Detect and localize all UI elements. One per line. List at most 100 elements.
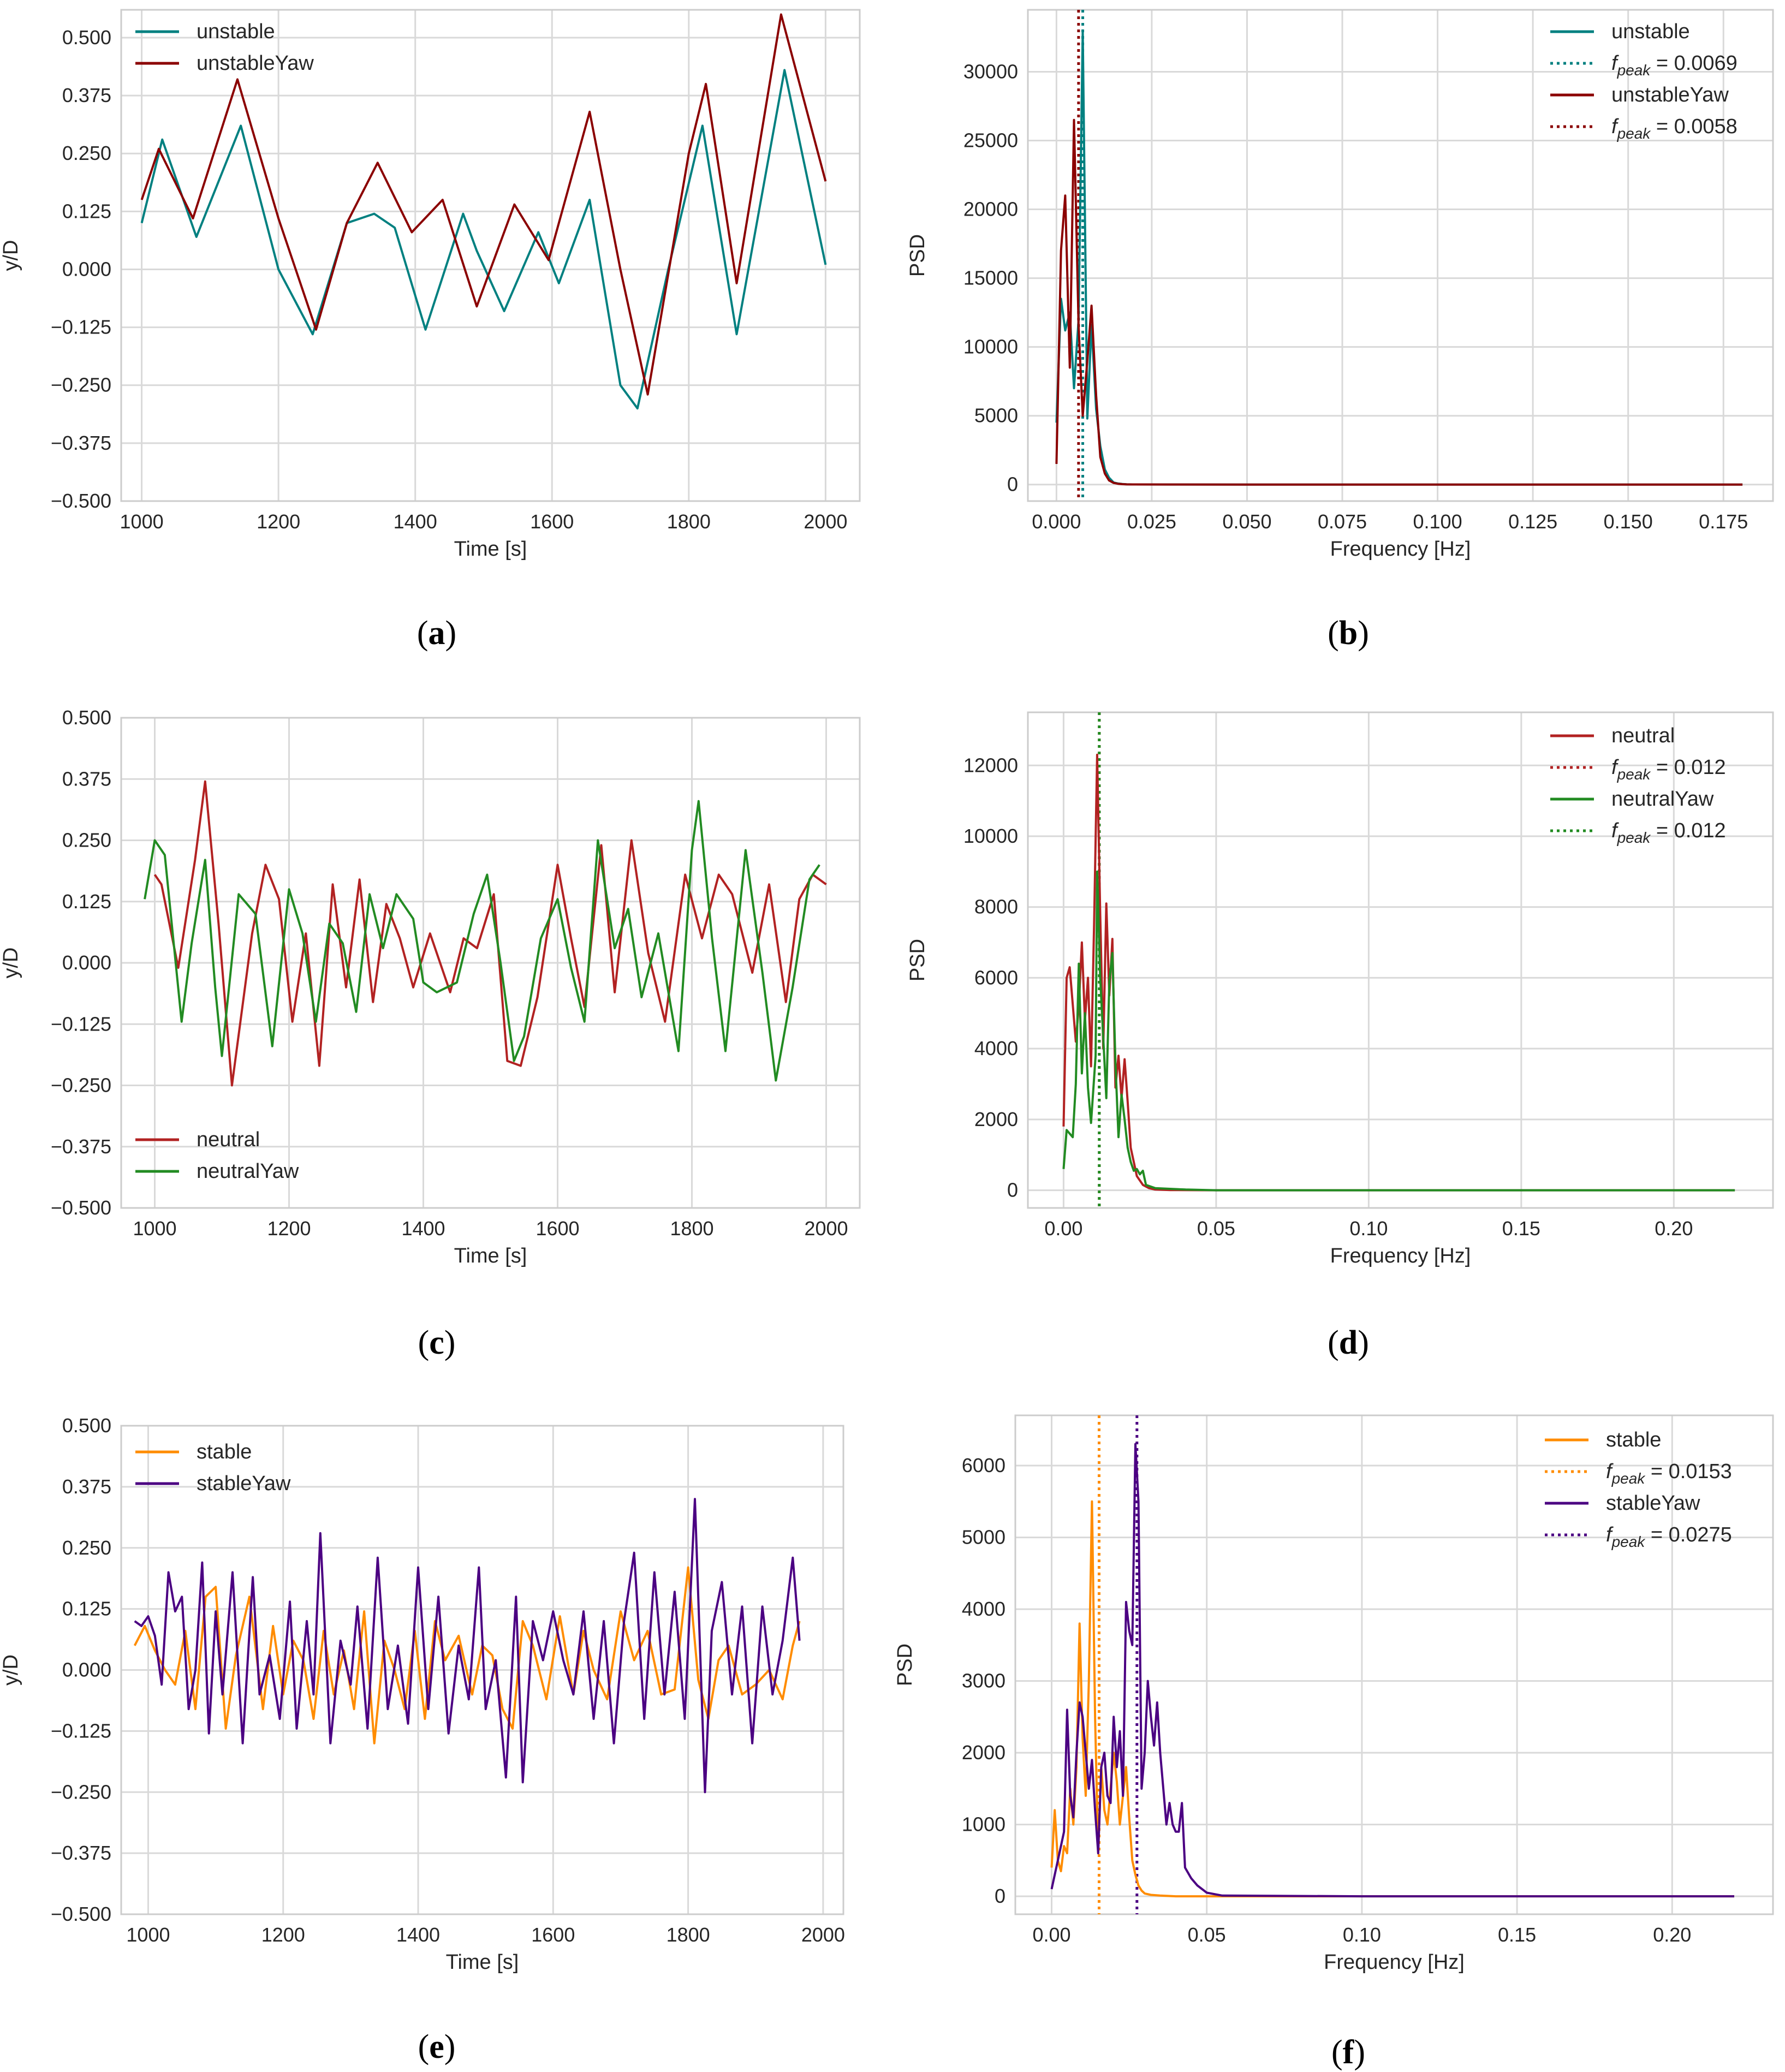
- series-line-unstableYaw: [1055, 118, 1743, 486]
- x-tick-label: 2000: [801, 1924, 845, 1946]
- x-tick-label: 1000: [133, 1217, 176, 1240]
- y-tick-label: −0.125: [51, 1719, 111, 1742]
- plot-frame: [1014, 1414, 1774, 1915]
- plot-area: [1015, 1415, 1773, 1914]
- x-tick-label: 0.100: [1413, 510, 1462, 533]
- legend-label: unstableYaw: [197, 52, 314, 75]
- y-tick-label: 4000: [974, 1037, 1018, 1059]
- panel-caption: (d): [1328, 1324, 1369, 1361]
- series-line-stable: [133, 1566, 801, 1744]
- series-line-neutral: [153, 780, 827, 1087]
- panel-f: 0.00 0.05 0.10 0.15 0.20 0 1000 2000 3000 4000 500…: [894, 1414, 1774, 2071]
- y-tick-label: −0.125: [51, 316, 111, 338]
- x-tick-label: 0.10: [1349, 1217, 1388, 1240]
- x-tick-label: 1400: [396, 1924, 440, 1946]
- y-tick-label: −0.250: [51, 374, 111, 396]
- plot-area: [1028, 712, 1773, 1208]
- y-tick-label: −0.500: [51, 1196, 111, 1219]
- x-tick-label: 0.000: [1032, 510, 1081, 533]
- plot-frame: [120, 1425, 844, 1915]
- x-tick-label: 0.175: [1699, 510, 1748, 533]
- legend-label-peak: fpeak = 0.0153: [1606, 1460, 1732, 1487]
- x-tick-label: 1000: [120, 510, 164, 533]
- series-line-stableYaw: [134, 1498, 801, 1794]
- y-tick-label: 0.250: [62, 1537, 111, 1559]
- y-axis-label: PSD: [906, 234, 929, 277]
- y-tick-label: −0.250: [51, 1074, 111, 1097]
- legend-label-peak: fpeak = 0.0069: [1611, 52, 1738, 79]
- x-axis-label: Time [s]: [454, 538, 527, 561]
- legend: unstable unstableYaw: [135, 20, 314, 75]
- y-tick-label: 2000: [962, 1741, 1005, 1764]
- x-axis-label: Time [s]: [454, 1245, 527, 1267]
- series-line-unstableYaw: [140, 13, 827, 396]
- y-tick-label: 12000: [963, 754, 1018, 776]
- y-tick-label: −0.375: [51, 432, 111, 454]
- x-tick-label: 1600: [536, 1217, 579, 1240]
- y-axis-label: y/D: [0, 240, 22, 271]
- x-tick-label: 0.15: [1502, 1217, 1540, 1240]
- legend: neutral fpeak = 0.012 neutralYaw fpeak = 0.…: [1550, 724, 1726, 846]
- legend-label: stableYaw: [1606, 1492, 1700, 1515]
- y-tick-label: 10000: [963, 336, 1018, 358]
- x-tick-label: 1600: [530, 510, 574, 533]
- panel-caption: (c): [418, 1324, 456, 1361]
- x-tick-label: 0.00: [1044, 1217, 1082, 1240]
- x-tick-label: 1400: [401, 1217, 445, 1240]
- y-tick-label: 20000: [963, 198, 1018, 221]
- legend-label-peak: fpeak = 0.012: [1611, 819, 1726, 846]
- legend-label: stable: [197, 1440, 252, 1463]
- x-axis-label: Frequency [Hz]: [1324, 1951, 1465, 1974]
- y-tick-label: 5000: [974, 404, 1018, 427]
- y-axis-label: y/D: [0, 948, 22, 979]
- y-tick-label: 0.375: [62, 767, 111, 790]
- y-tick-label: 0.500: [62, 26, 111, 49]
- y-tick-label: −0.500: [51, 1903, 111, 1925]
- data-layer: [1055, 10, 1743, 501]
- y-tick-label: 0.500: [62, 706, 111, 729]
- y-tick-label: 25000: [963, 129, 1018, 151]
- y-tick-label: 3000: [962, 1670, 1005, 1692]
- series-line-neutralYaw: [144, 800, 820, 1082]
- x-tick-label: 1400: [394, 510, 437, 533]
- x-tick-label: 2000: [804, 1217, 848, 1240]
- x-axis-label: Frequency [Hz]: [1330, 1245, 1471, 1267]
- x-tick-label: 1800: [670, 1217, 713, 1240]
- x-tick-label: 0.15: [1498, 1924, 1536, 1946]
- y-tick-label: 15000: [963, 267, 1018, 289]
- legend-label: neutral: [197, 1128, 260, 1151]
- panel-caption: (b): [1328, 615, 1369, 652]
- y-tick-label: 0.250: [62, 829, 111, 852]
- legend: unstable fpeak = 0.0069 unstableYaw fpeak =…: [1550, 20, 1738, 142]
- legend: stable stableYaw: [135, 1440, 291, 1495]
- x-tick-label: 0.00: [1032, 1924, 1070, 1946]
- x-tick-label: 1200: [261, 1924, 305, 1946]
- y-tick-label: −0.250: [51, 1781, 111, 1803]
- y-tick-label: 0.000: [62, 1659, 111, 1681]
- legend-label: unstableYaw: [1611, 84, 1729, 106]
- y-tick-label: 30000: [963, 60, 1018, 82]
- y-tick-label: 0.375: [62, 84, 111, 106]
- y-tick-label: 6000: [974, 966, 1018, 989]
- y-tick-label: 0.375: [62, 1475, 111, 1498]
- y-tick-label: 0.125: [62, 1598, 111, 1620]
- legend-label: neutralYaw: [1611, 788, 1714, 811]
- legend-label-peak: fpeak = 0.0275: [1606, 1523, 1732, 1550]
- y-tick-label: 1000: [962, 1813, 1005, 1836]
- series-line-neutral: [1062, 753, 1735, 1192]
- x-axis-label: Frequency [Hz]: [1330, 538, 1471, 561]
- y-tick-label: 0.125: [62, 200, 111, 222]
- y-tick-label: 0: [1007, 473, 1018, 496]
- y-tick-label: 0: [995, 1885, 1005, 1907]
- legend-label: neutral: [1611, 724, 1675, 747]
- y-tick-label: −0.375: [51, 1135, 111, 1158]
- data-layer: [133, 1498, 801, 1794]
- x-tick-label: 0.10: [1343, 1924, 1381, 1946]
- x-axis-label: Time [s]: [446, 1951, 519, 1974]
- data-layer: [140, 13, 827, 410]
- y-tick-label: −0.500: [51, 490, 111, 512]
- legend-label: stableYaw: [197, 1472, 291, 1495]
- x-tick-label: 2000: [804, 510, 847, 533]
- x-tick-label: 0.20: [1653, 1924, 1691, 1946]
